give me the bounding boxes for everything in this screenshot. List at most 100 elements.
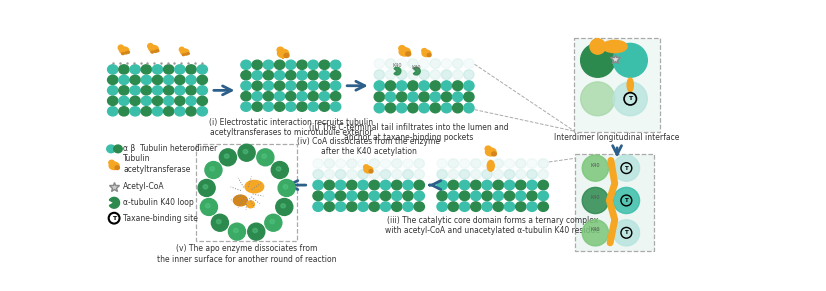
Ellipse shape	[335, 170, 346, 179]
Ellipse shape	[286, 60, 296, 70]
Ellipse shape	[627, 78, 634, 92]
Ellipse shape	[381, 159, 391, 168]
Circle shape	[198, 180, 215, 196]
Ellipse shape	[358, 202, 368, 211]
Ellipse shape	[335, 159, 346, 168]
Ellipse shape	[130, 107, 140, 116]
Text: (iv) CoA dissociates from the enzyme
after the K40 acetylation: (iv) CoA dissociates from the enzyme aft…	[297, 136, 440, 156]
Ellipse shape	[119, 65, 129, 74]
Circle shape	[613, 155, 639, 181]
Circle shape	[581, 82, 615, 116]
Ellipse shape	[241, 81, 251, 90]
Ellipse shape	[358, 191, 368, 200]
Ellipse shape	[119, 75, 129, 84]
Ellipse shape	[408, 59, 418, 68]
Ellipse shape	[414, 191, 425, 200]
Ellipse shape	[538, 159, 548, 168]
Ellipse shape	[130, 65, 140, 74]
Ellipse shape	[277, 47, 283, 53]
Ellipse shape	[487, 160, 494, 171]
Ellipse shape	[463, 103, 474, 113]
Ellipse shape	[364, 166, 373, 173]
Circle shape	[118, 45, 124, 50]
Ellipse shape	[186, 107, 197, 116]
Circle shape	[265, 214, 282, 231]
Ellipse shape	[197, 65, 207, 74]
Ellipse shape	[493, 202, 504, 211]
Circle shape	[613, 187, 639, 214]
Ellipse shape	[347, 180, 357, 190]
Ellipse shape	[493, 191, 504, 200]
Circle shape	[590, 39, 605, 54]
Ellipse shape	[482, 191, 492, 200]
Ellipse shape	[319, 102, 330, 111]
Ellipse shape	[186, 86, 197, 95]
Text: (i) Electrostatic interaction recruits tubulin
acetyltransferases to microtubule: (i) Electrostatic interaction recruits t…	[209, 118, 373, 137]
Ellipse shape	[441, 103, 452, 113]
Ellipse shape	[392, 191, 402, 200]
Ellipse shape	[430, 103, 440, 113]
Ellipse shape	[241, 102, 251, 111]
Ellipse shape	[419, 92, 430, 102]
Ellipse shape	[319, 81, 330, 90]
Ellipse shape	[263, 60, 273, 70]
Ellipse shape	[284, 54, 289, 58]
Ellipse shape	[164, 96, 173, 105]
Circle shape	[148, 44, 153, 49]
Circle shape	[179, 47, 184, 52]
Ellipse shape	[399, 46, 405, 51]
Ellipse shape	[225, 154, 229, 158]
Ellipse shape	[538, 170, 548, 179]
Ellipse shape	[141, 75, 151, 84]
Ellipse shape	[297, 81, 307, 90]
Ellipse shape	[330, 102, 341, 111]
Ellipse shape	[396, 59, 407, 68]
Ellipse shape	[347, 191, 357, 200]
Ellipse shape	[381, 170, 391, 179]
Circle shape	[582, 155, 609, 181]
Ellipse shape	[278, 49, 288, 58]
Ellipse shape	[392, 159, 402, 168]
Ellipse shape	[330, 92, 341, 101]
Ellipse shape	[347, 170, 357, 179]
Ellipse shape	[274, 92, 285, 101]
Ellipse shape	[130, 75, 140, 84]
Text: Interdimer longitudinal interface: Interdimer longitudinal interface	[554, 134, 680, 143]
Wedge shape	[413, 67, 420, 75]
Ellipse shape	[437, 159, 448, 168]
Ellipse shape	[119, 96, 129, 105]
Ellipse shape	[459, 170, 470, 179]
Ellipse shape	[482, 159, 492, 168]
Ellipse shape	[243, 150, 248, 154]
Ellipse shape	[152, 86, 163, 95]
Ellipse shape	[324, 202, 335, 211]
Ellipse shape	[107, 86, 118, 95]
Ellipse shape	[381, 191, 391, 200]
Ellipse shape	[186, 75, 197, 84]
Ellipse shape	[449, 202, 458, 211]
Circle shape	[271, 162, 288, 178]
Ellipse shape	[234, 228, 238, 233]
Ellipse shape	[308, 92, 318, 101]
Ellipse shape	[141, 107, 151, 116]
Ellipse shape	[369, 180, 379, 190]
Ellipse shape	[277, 167, 281, 171]
Text: K40: K40	[591, 163, 601, 168]
Circle shape	[582, 187, 609, 214]
Ellipse shape	[381, 202, 391, 211]
Ellipse shape	[374, 70, 384, 79]
Ellipse shape	[270, 219, 274, 224]
Ellipse shape	[274, 81, 285, 90]
Ellipse shape	[441, 59, 452, 68]
Ellipse shape	[164, 75, 173, 84]
Ellipse shape	[419, 70, 430, 79]
Ellipse shape	[297, 71, 307, 80]
Ellipse shape	[527, 180, 537, 190]
Ellipse shape	[262, 154, 267, 158]
Ellipse shape	[396, 103, 407, 113]
Ellipse shape	[453, 92, 463, 102]
Ellipse shape	[459, 180, 470, 190]
Ellipse shape	[515, 159, 526, 168]
Ellipse shape	[175, 75, 185, 84]
Ellipse shape	[437, 170, 448, 179]
